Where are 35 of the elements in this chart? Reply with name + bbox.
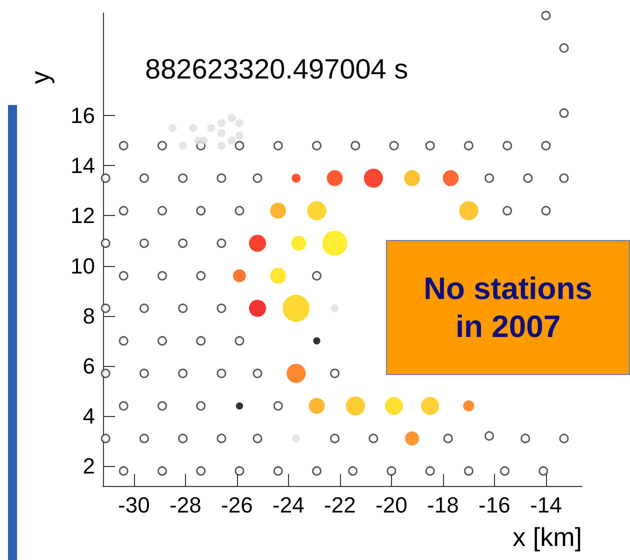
x-axis-title: x [km] [512,522,582,553]
y-tick-label: 6 [82,353,95,378]
x-tick-label: -22 [324,492,356,518]
point [330,304,339,312]
x-tick-label: -26 [221,492,253,518]
y-tick-label: 2 [82,453,95,478]
y-axis-title: y [25,71,56,84]
y-tick-label: 8 [82,303,95,328]
x-tick-label: -18 [427,492,459,518]
y-tick-label: 12 [70,203,95,228]
x-tick-label: -28 [170,492,202,518]
y-tick-label: 14 [70,153,95,178]
point [228,136,236,145]
point [228,114,236,122]
point [168,124,177,132]
y-tick-label: 16 [70,103,95,128]
point [235,132,244,140]
point [189,124,198,132]
text: 882623320.497004 s [145,54,408,84]
x-tick-label: -14 [530,492,562,518]
annotation: No stations in 2007 [422,270,594,346]
point [292,434,300,442]
x-tick-label: -24 [272,492,304,518]
y-tick-label: 4 [82,403,95,428]
point [207,124,216,132]
y-tick-label: 10 [70,253,95,278]
point [178,142,187,150]
x-tick-label: -16 [478,492,510,518]
x-tick-label: -30 [118,492,150,518]
point [199,136,208,145]
point [217,119,226,128]
point [217,142,226,150]
point [235,119,244,128]
point [217,129,226,138]
x-tick-label: -20 [376,492,408,518]
